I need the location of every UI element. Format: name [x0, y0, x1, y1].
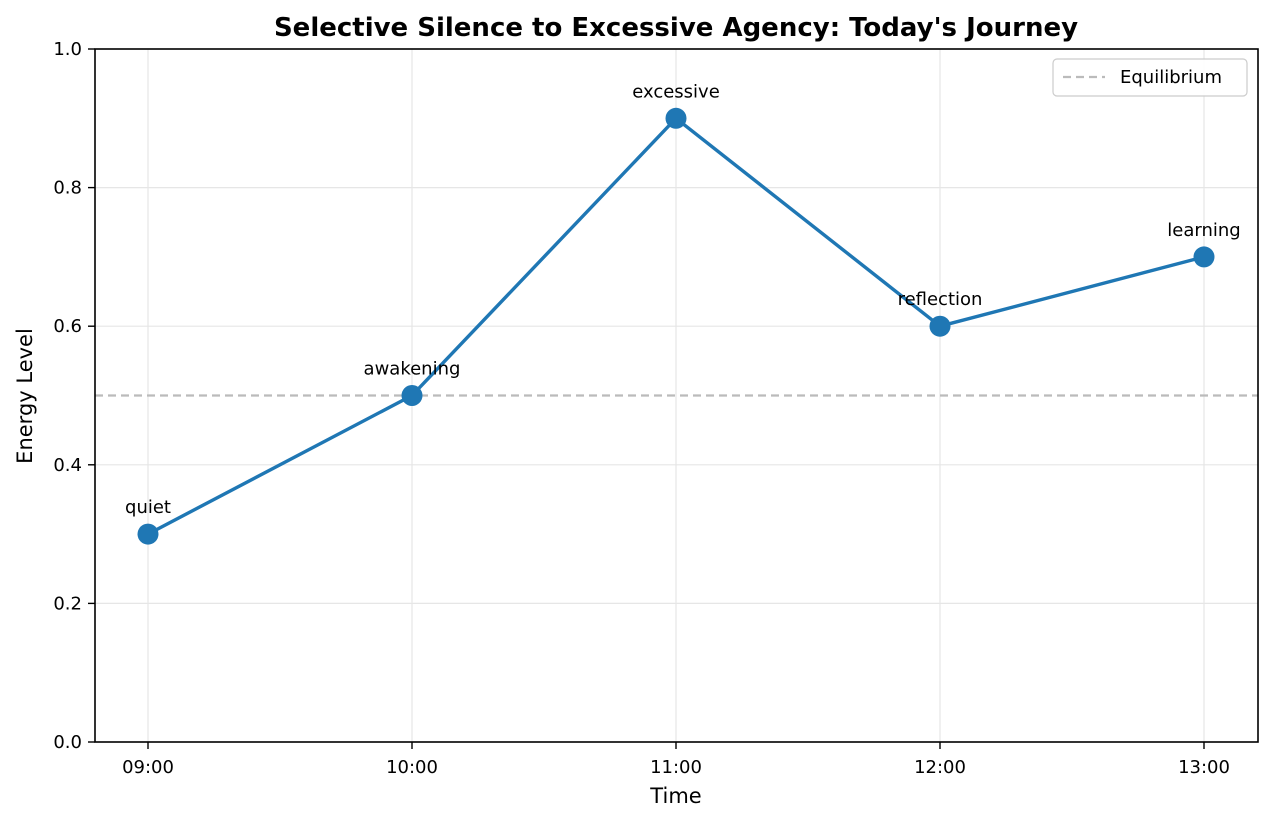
y-axis-label: Energy Level — [13, 328, 37, 464]
y-tick-label: 0.0 — [53, 732, 82, 753]
y-tick-label: 1.0 — [53, 39, 82, 60]
data-point — [401, 385, 423, 406]
legend-box — [1052, 58, 1248, 97]
data-point — [1193, 246, 1215, 268]
data-point — [929, 315, 951, 337]
x-tick-label: 12:00 — [914, 757, 966, 778]
legend: Equilibrium — [1052, 58, 1248, 97]
y-tick-label: 0.8 — [53, 178, 82, 199]
x-tick-label: 11:00 — [650, 757, 702, 778]
data-point-label: awakening — [364, 359, 461, 380]
x-tick-label: 13:00 — [1178, 757, 1230, 778]
data-point-label: reflection — [898, 289, 983, 310]
x-tick-label: 10:00 — [386, 757, 438, 778]
y-tick-label: 0.6 — [53, 316, 82, 337]
x-axis: 09:00 10:00 11:00 12:00 13:00 — [122, 742, 1230, 778]
data-point — [665, 107, 687, 129]
series-layer — [137, 107, 1215, 545]
y-tick-label: 0.2 — [53, 593, 82, 614]
chart-title: Selective Silence to Excessive Agency: T… — [274, 13, 1078, 43]
x-axis-label: Time — [649, 784, 701, 808]
y-axis: 0.0 0.2 0.4 0.6 0.8 1.0 — [53, 39, 95, 753]
data-point-label: excessive — [632, 81, 720, 102]
x-tick-label: 09:00 — [122, 757, 174, 778]
y-tick-label: 0.4 — [53, 455, 82, 476]
legend-label: Equilibrium — [1120, 67, 1222, 88]
point-labels-layer: quiet awakening excessive reflection learnin… — [125, 81, 1241, 518]
data-point-label: quiet — [125, 497, 171, 518]
data-point — [137, 523, 159, 545]
data-point-label: learning — [1167, 220, 1240, 241]
